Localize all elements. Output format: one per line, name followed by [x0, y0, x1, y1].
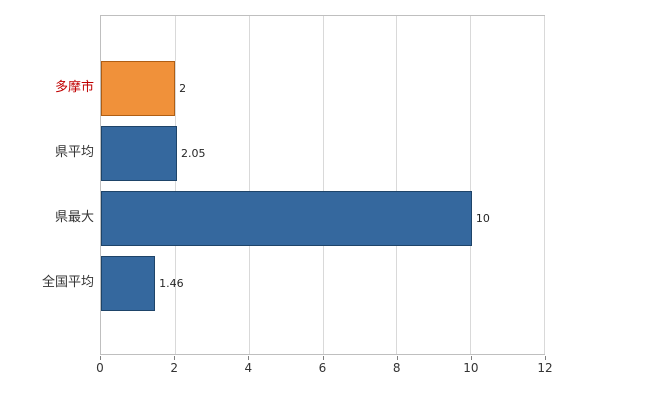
x-tick-mark — [248, 356, 250, 360]
plot-area: 2 2.05 10 1.46 — [100, 15, 545, 355]
x-tick-mark — [174, 356, 176, 360]
x-tick-label: 8 — [392, 361, 401, 375]
gridline — [544, 16, 545, 354]
bar-value-label: 10 — [475, 212, 490, 225]
gridline — [174, 16, 176, 354]
bar — [101, 191, 472, 246]
bar-value-label: 2.05 — [181, 147, 206, 160]
gridline — [396, 16, 398, 354]
bar — [101, 61, 176, 116]
x-tick-label: 4 — [244, 361, 253, 375]
bar — [101, 256, 156, 311]
x-tick-label: 12 — [537, 361, 553, 375]
gridline — [322, 16, 324, 354]
bar-value-label: 1.46 — [159, 277, 184, 290]
category-label: 県最大 — [54, 209, 94, 225]
bar-value-label: 2 — [179, 82, 187, 95]
category-label: 全国平均 — [41, 274, 94, 290]
x-tick-label: 2 — [170, 361, 178, 375]
bar — [101, 126, 178, 181]
x-tick-mark — [545, 356, 546, 360]
category-label: 県平均 — [54, 144, 94, 160]
gridline — [248, 16, 250, 354]
x-tick-label: 0 — [96, 361, 104, 375]
x-tick-label: 6 — [318, 361, 327, 375]
category-label: 多摩市 — [54, 79, 94, 95]
x-tick-mark — [396, 356, 398, 360]
x-tick-mark — [322, 356, 324, 360]
x-tick-label: 10 — [463, 361, 479, 375]
x-tick-mark — [470, 356, 472, 360]
x-tick-mark — [100, 356, 101, 360]
gridline — [470, 16, 472, 354]
